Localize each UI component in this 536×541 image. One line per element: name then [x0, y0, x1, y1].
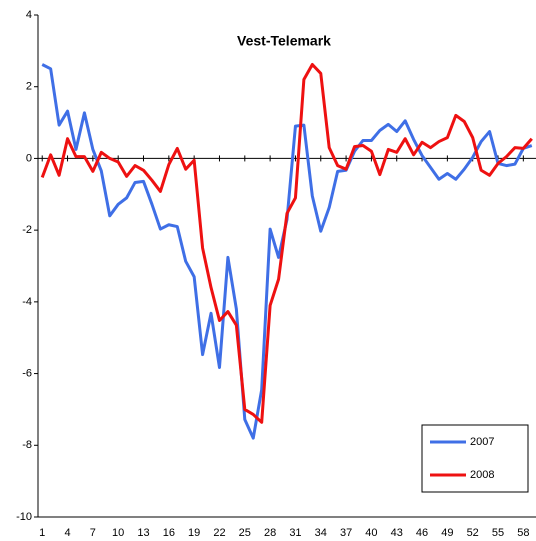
- x-tick-label: 16: [163, 527, 175, 539]
- series-line: [41, 63, 533, 440]
- x-tick-label: 49: [441, 527, 453, 539]
- x-tick-label: 7: [90, 527, 96, 539]
- x-tick-label: 58: [517, 527, 529, 539]
- legend-label: 2008: [470, 469, 494, 481]
- y-tick-label: -2: [22, 224, 32, 236]
- x-tick-label: 22: [213, 527, 225, 539]
- x-tick-label: 28: [264, 527, 276, 539]
- legend-box: [421, 424, 529, 493]
- series-line: [40, 62, 533, 424]
- x-tick-label: 25: [239, 527, 251, 539]
- x-tick-label: 19: [188, 527, 200, 539]
- x-tick-label: 4: [64, 527, 70, 539]
- x-tick-label: 37: [340, 527, 352, 539]
- x-tick-label: 10: [112, 527, 124, 539]
- x-tick-label: 31: [289, 527, 301, 539]
- y-tick-label: -8: [22, 439, 32, 451]
- x-tick-label: 43: [391, 527, 403, 539]
- y-tick-label: -6: [22, 367, 32, 379]
- legend-label: 2007: [470, 436, 494, 448]
- chart-title: Vest-Telemark: [237, 33, 331, 49]
- x-tick-label: 55: [492, 527, 504, 539]
- x-tick-label: 34: [315, 527, 327, 539]
- y-tick-label: -4: [22, 296, 32, 308]
- x-tick-label: 13: [137, 527, 149, 539]
- y-tick-label: 0: [26, 152, 32, 164]
- y-tick-label: -10: [16, 511, 32, 523]
- x-tick-label: 1: [39, 527, 45, 539]
- y-tick-label: 4: [26, 9, 32, 21]
- y-tick-label: 2: [26, 81, 32, 93]
- x-tick-label: 40: [365, 527, 377, 539]
- x-tick-label: 46: [416, 527, 428, 539]
- x-tick-label: 52: [467, 527, 479, 539]
